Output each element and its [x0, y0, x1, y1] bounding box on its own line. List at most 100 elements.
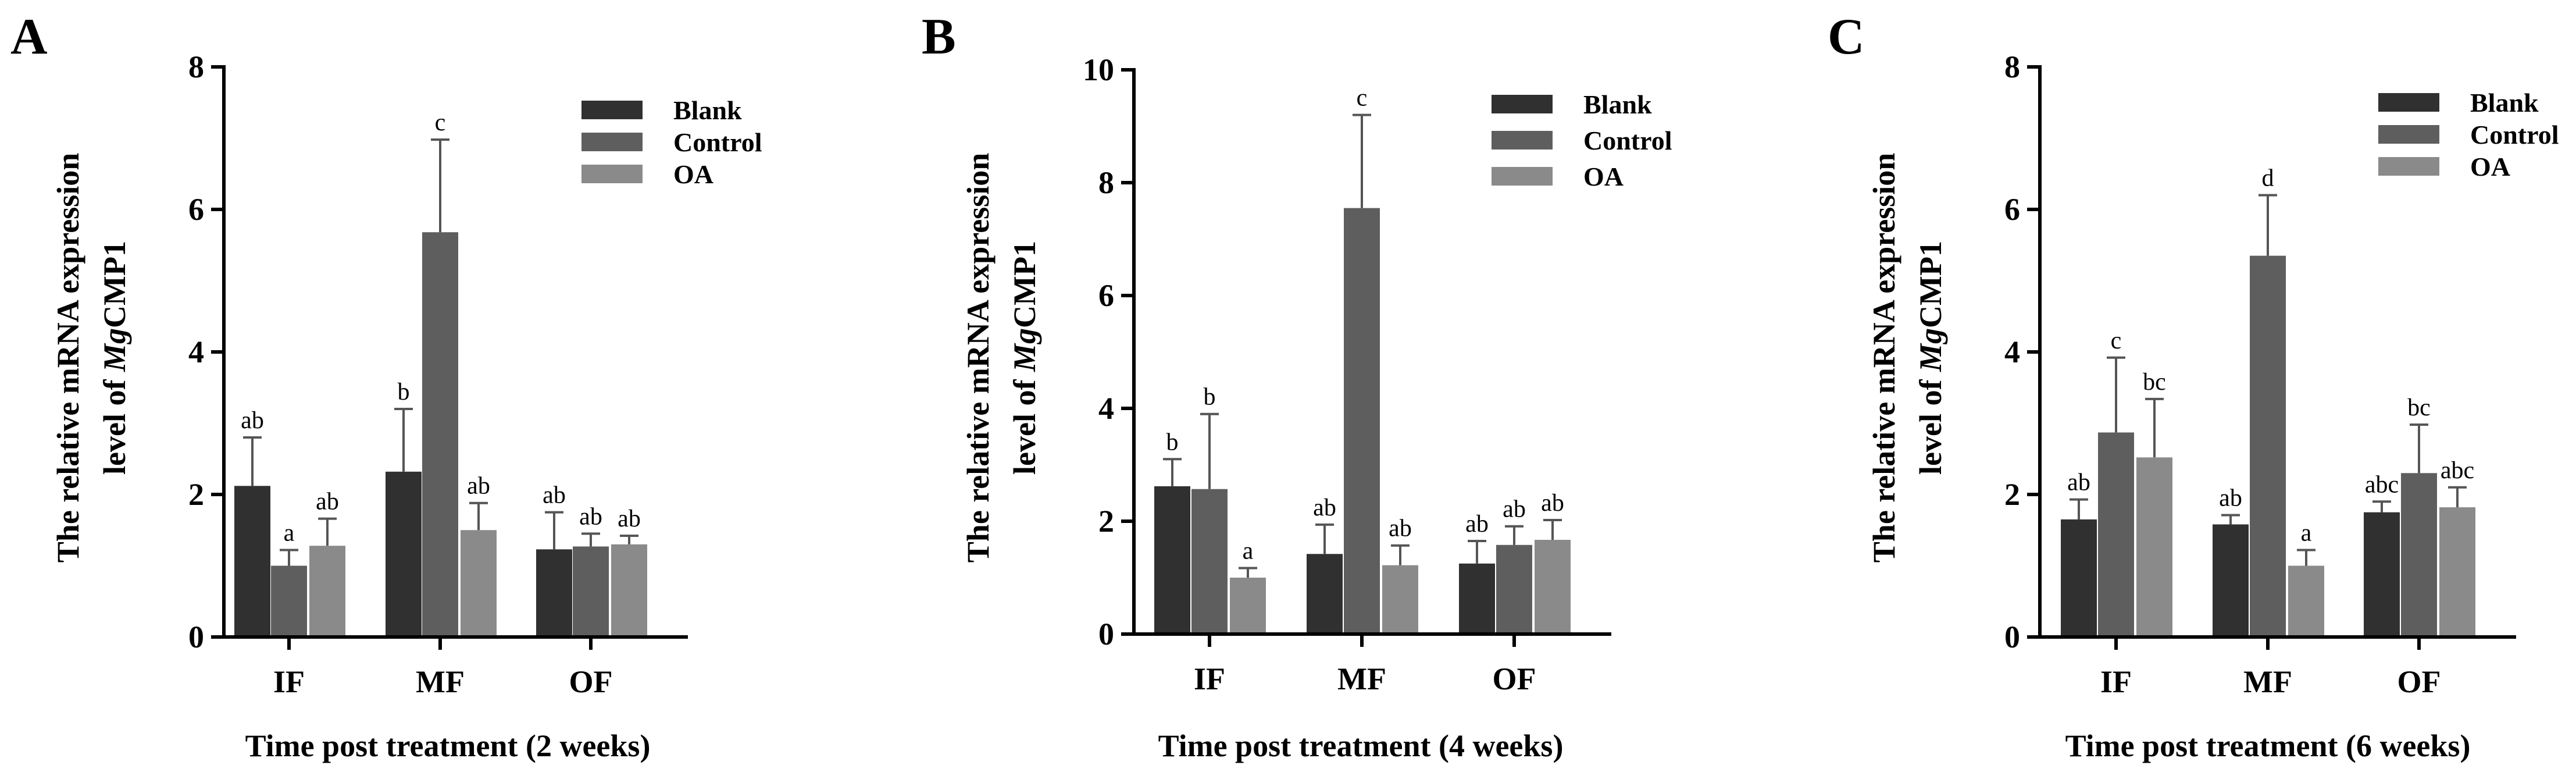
legend-swatch-oa-b: [1492, 167, 1553, 186]
y-axis-title-line1-c: The relative mRNA expression: [1867, 153, 1901, 563]
legend-swatch-oa-a: [581, 165, 643, 183]
legend-label-blank-a: Blank: [673, 95, 742, 125]
y-tick-label-6-c: 6: [2004, 192, 2020, 227]
y-tick-label-2-c: 2: [2004, 477, 2020, 512]
bar-oa-of-c: [2439, 507, 2475, 637]
legend-label-oa-b: OA: [1583, 162, 1624, 191]
bar-blank-of-c: [2364, 512, 2400, 637]
legend-swatch-blank-a: [581, 101, 643, 119]
sig-label-blank-if-a: ab: [241, 407, 264, 434]
sig-label-blank-mf-b: ab: [1313, 494, 1336, 521]
bar-oa-of-b: [1535, 540, 1571, 634]
y-axis-title-line2-b: level of MgCMP1: [1007, 241, 1042, 475]
legend-swatch-control-b: [1492, 131, 1553, 150]
sig-label-control-if-a: a: [284, 520, 295, 547]
bar-blank-if-c: [2061, 519, 2097, 637]
bar-control-if-a: [271, 565, 307, 637]
legend-swatch-blank-b: [1492, 95, 1553, 113]
bar-blank-mf-c: [2213, 524, 2249, 637]
sig-label-control-mf-a: c: [435, 109, 446, 136]
legend-label-oa-c: OA: [2470, 152, 2510, 181]
legend-a: Blank Control OA: [581, 95, 762, 189]
x-tick-label-mf-b: MF: [1337, 661, 1386, 696]
y-tick-label-6-b: 6: [1098, 278, 1114, 313]
sig-label-oa-if-b: a: [1243, 538, 1254, 565]
x-tick-label-if-a: IF: [273, 664, 305, 699]
sig-label-blank-mf-c: ab: [2219, 485, 2242, 512]
legend-swatch-control-a: [581, 133, 643, 151]
bar-oa-if-c: [2136, 457, 2172, 637]
bar-control-of-c: [2401, 473, 2437, 637]
bar-oa-if-a: [309, 546, 345, 637]
y-tick-label-4-a: 4: [188, 334, 204, 369]
legend-swatch-oa-c: [2378, 157, 2439, 176]
plot-c: ab ab abc c d bc bc a abc 0 2 4 6 8 IF MF OF: [2004, 49, 2516, 699]
x-tick-label-if-c: IF: [2100, 664, 2132, 699]
legend-c: Blank Control OA: [2378, 88, 2559, 181]
y-tick-label-2-b: 2: [1098, 504, 1114, 539]
panel-letter-c: C: [1828, 9, 1865, 65]
sig-label-blank-of-b: ab: [1465, 511, 1489, 538]
y-tick-label-10-b: 10: [1083, 52, 1114, 87]
sig-label-blank-if-c: ab: [2067, 469, 2090, 496]
bar-blank-of-a: [536, 549, 572, 637]
bar-blank-mf-b: [1307, 554, 1343, 634]
bar-control-of-a: [573, 546, 609, 637]
y-tick-label-4-c: 4: [2004, 334, 2020, 369]
sig-label-blank-mf-a: b: [398, 379, 410, 405]
sig-label-oa-mf-b: ab: [1389, 515, 1412, 542]
bar-control-if-c: [2098, 432, 2134, 637]
y-tick-label-0-a: 0: [188, 620, 204, 654]
x-tick-label-of-c: OF: [2397, 664, 2441, 699]
sig-label-oa-mf-c: a: [2301, 520, 2312, 547]
y-axis-title-b: The relative mRNA expression level of Mg…: [961, 153, 1042, 563]
bar-oa-mf-a: [461, 530, 497, 637]
bar-blank-if-a: [234, 486, 270, 637]
legend-label-control-c: Control: [2470, 120, 2559, 150]
panel-c: C The relative mRNA expression level of …: [1828, 9, 2559, 763]
legend-swatch-control-c: [2378, 125, 2439, 144]
y-axis-title-c: The relative mRNA expression level of Mg…: [1867, 153, 1948, 563]
x-tick-label-mf-c: MF: [2243, 664, 2292, 699]
sig-label-blank-of-c: abc: [2365, 471, 2399, 498]
y-tick-label-0-c: 0: [2004, 620, 2020, 654]
bar-blank-if-b: [1154, 486, 1190, 634]
x-tick-label-mf-a: MF: [416, 664, 465, 699]
sig-label-oa-of-c: abc: [2441, 457, 2474, 484]
y-tick-label-8-c: 8: [2004, 49, 2020, 84]
y-tick-label-4-b: 4: [1098, 391, 1114, 426]
legend-label-blank-b: Blank: [1583, 90, 1652, 119]
sig-label-control-mf-c: d: [2262, 165, 2274, 192]
panel-letter-a: A: [10, 9, 48, 65]
bar-control-mf-c: [2250, 255, 2286, 637]
x-axis-title-c: Time post treatment (6 weeks): [2065, 728, 2471, 763]
bar-oa-if-b: [1230, 578, 1266, 634]
y-tick-label-2-a: 2: [188, 477, 204, 512]
y-axis-title-line1-a: The relative mRNA expression: [51, 153, 85, 563]
sig-label-control-of-a: ab: [579, 503, 602, 530]
legend-label-control-a: Control: [673, 127, 762, 157]
bar-blank-mf-a: [386, 471, 422, 637]
sig-label-control-of-b: ab: [1503, 496, 1526, 523]
bar-control-if-b: [1191, 489, 1228, 634]
legend-label-blank-c: Blank: [2470, 88, 2539, 118]
y-axis-title-line2-a: level of MgCMP1: [97, 241, 132, 475]
bar-control-mf-a: [422, 232, 458, 637]
sig-label-oa-mf-a: ab: [467, 473, 490, 500]
legend-b: Blank Control OA: [1492, 90, 1672, 191]
x-tick-label-if-b: IF: [1194, 661, 1225, 696]
y-tick-label-0-b: 0: [1098, 617, 1114, 652]
sig-label-control-if-c: c: [2111, 328, 2122, 354]
y-axis-title-a: The relative mRNA expression level of Mg…: [51, 153, 132, 563]
y-axis-title-line2-c: level of MgCMP1: [1913, 241, 1948, 475]
x-axis-title-b: Time post treatment (4 weeks): [1158, 728, 1564, 763]
legend-label-control-b: Control: [1583, 126, 1672, 155]
bar-oa-of-a: [611, 544, 647, 637]
bar-control-of-b: [1496, 544, 1532, 634]
bar-oa-mf-b: [1382, 565, 1418, 634]
sig-label-blank-if-b: b: [1166, 429, 1179, 455]
bar-oa-mf-c: [2288, 565, 2324, 637]
